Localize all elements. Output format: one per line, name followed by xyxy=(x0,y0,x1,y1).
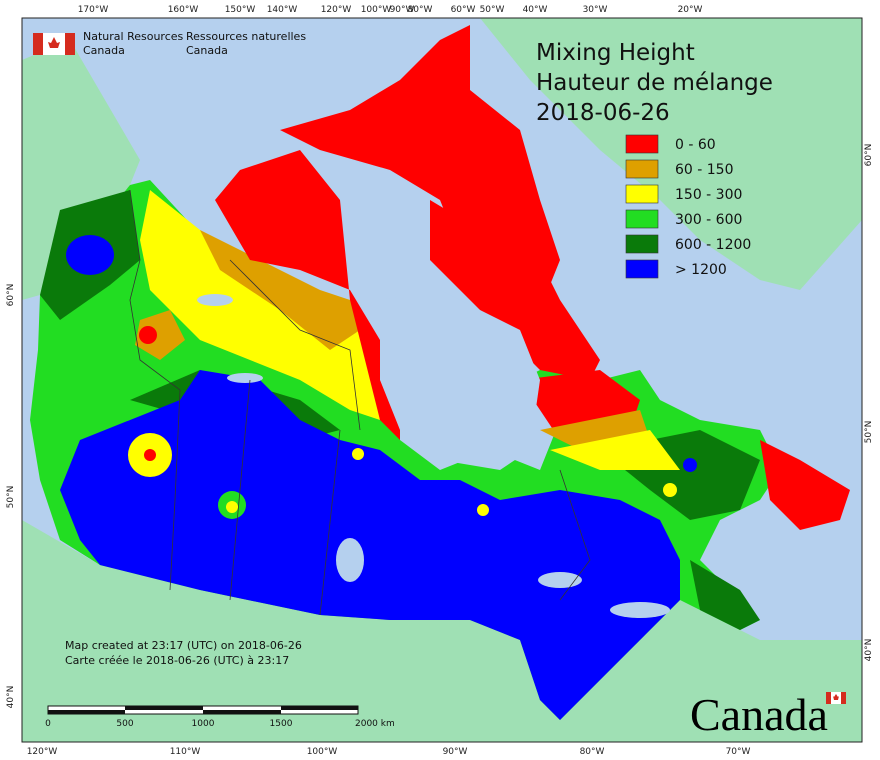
zone xyxy=(663,483,677,497)
title-line: Mixing Height xyxy=(536,40,695,66)
graticule-label: 100°W xyxy=(307,747,338,757)
foreign-land xyxy=(22,18,862,742)
legend-label: > 1200 xyxy=(675,262,727,278)
scale-bar: 0 500 1000 1500 2000 km xyxy=(45,705,395,729)
scale-label: 500 xyxy=(116,719,133,729)
legend-swatch xyxy=(625,184,659,204)
credit-line: Map created at 23:17 (UTC) on 2018-06-26 xyxy=(65,639,302,652)
canada-wordmark: Canada xyxy=(690,689,846,740)
zone xyxy=(352,448,364,460)
header-en: Natural Resources xyxy=(83,30,184,43)
legend-swatch xyxy=(625,134,659,154)
header-fr: Ressources naturelles xyxy=(186,30,306,43)
scale-label: 2000 km xyxy=(355,719,395,729)
graticule-label: 140°W xyxy=(267,5,298,15)
zone xyxy=(550,430,680,470)
graticule-label: 100°W xyxy=(361,5,392,15)
province-borders xyxy=(129,189,591,616)
graticule-label: 40°W xyxy=(523,5,548,15)
title-line: Hauteur de mélange xyxy=(536,70,773,96)
graticule-label: 120°W xyxy=(27,747,58,757)
graticule-label: 150°W xyxy=(225,5,256,15)
zone xyxy=(430,200,600,380)
legend-label: 600 - 1200 xyxy=(675,237,751,253)
scale-label: 0 xyxy=(45,719,51,729)
graticule-label: 90°W xyxy=(390,5,415,15)
nrcan-signature: Natural Resources Canada Ressources natu… xyxy=(33,30,306,57)
graticule-label: 20°W xyxy=(678,5,703,15)
legend-label: 60 - 150 xyxy=(675,162,734,178)
zone xyxy=(140,190,380,420)
header-fr: Canada xyxy=(186,44,228,57)
zone xyxy=(683,458,697,472)
legend-label: 150 - 300 xyxy=(675,187,742,203)
graticule-labels: 170°W 160°W 150°W 140°W 120°W 100°W90°W80°W 60… xyxy=(6,5,874,757)
credit: Map created at 23:17 (UTC) on 2018-06-26… xyxy=(65,639,302,667)
zone xyxy=(135,310,185,360)
graticule-label: 50°N xyxy=(864,421,874,444)
legend-label: 0 - 60 xyxy=(675,137,716,153)
graticule-label: 80°W xyxy=(580,747,605,757)
graticule-label: 160°W xyxy=(168,5,199,15)
graticule-label: 60°N xyxy=(864,144,874,167)
zone xyxy=(66,235,114,275)
graticule-label: 120°W xyxy=(321,5,352,15)
graticule-label: 50°W xyxy=(480,5,505,15)
wordmark: Canada xyxy=(690,689,828,740)
scale-label: 1000 xyxy=(192,719,215,729)
zone xyxy=(139,326,157,344)
legend-swatch xyxy=(625,209,659,229)
mixing-height-zones xyxy=(30,25,850,720)
scale-label: 1500 xyxy=(270,719,293,729)
header-en: Canada xyxy=(83,44,125,57)
zone xyxy=(144,449,156,461)
legend-label: 300 - 600 xyxy=(675,212,742,228)
title: Mixing Height Hauteur de mélange 2018-06-2… xyxy=(536,40,773,126)
zone xyxy=(60,370,680,720)
graticule-label: 70°W xyxy=(726,747,751,757)
zone xyxy=(215,150,400,440)
lakes xyxy=(197,294,670,618)
legend-swatch xyxy=(625,259,659,279)
graticule-label: 60°W xyxy=(451,5,476,15)
credit-line: Carte créée le 2018-06-26 (UTC) à 23:17 xyxy=(65,654,289,667)
legend-swatch xyxy=(625,234,659,254)
legend: 0 - 60 60 - 150 150 - 300 300 - 600 600 - 12… xyxy=(625,134,751,279)
zone xyxy=(477,504,489,516)
graticule-label: 90°W xyxy=(443,747,468,757)
zone xyxy=(760,440,850,530)
zone xyxy=(226,501,238,513)
zone xyxy=(200,230,360,350)
graticule-label: 80°W xyxy=(408,5,433,15)
legend-swatch xyxy=(625,159,659,179)
hudson-bay xyxy=(380,290,540,470)
graticule-label: 40°N xyxy=(6,686,16,709)
graticule-label: 30°W xyxy=(583,5,608,15)
graticule-label: 110°W xyxy=(170,747,201,757)
graticule-label: 170°W xyxy=(78,5,109,15)
title-line: 2018-06-26 xyxy=(536,100,670,126)
graticule-label: 60°N xyxy=(6,284,16,307)
graticule-label: 40°N xyxy=(864,639,874,662)
zone xyxy=(690,560,760,630)
map-frame xyxy=(21,17,863,743)
graticule-label: 50°N xyxy=(6,486,16,509)
